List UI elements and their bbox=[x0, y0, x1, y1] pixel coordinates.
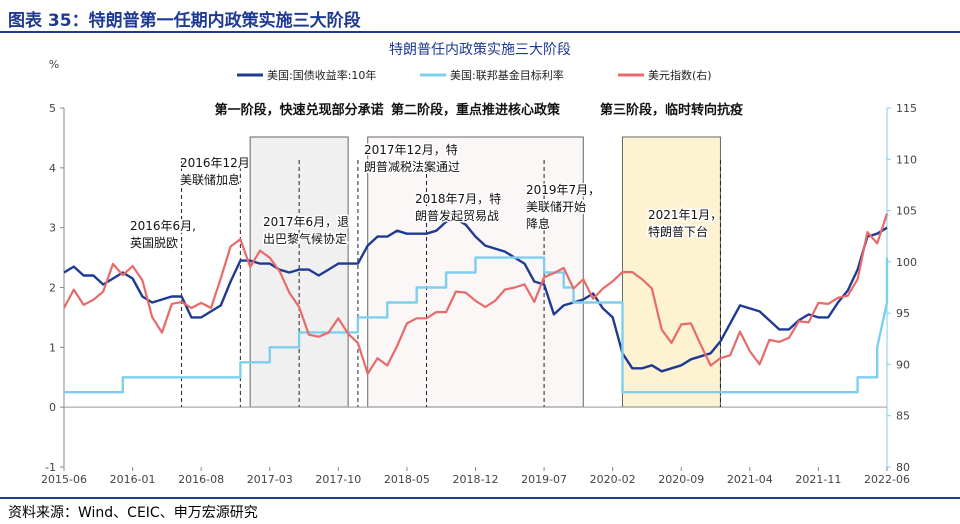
left-tick-label: -1 bbox=[45, 461, 56, 474]
right-tick-label: 90 bbox=[896, 358, 910, 371]
event-label: 2018年7月，特 bbox=[415, 191, 501, 206]
x-tick-label: 2016-01 bbox=[110, 473, 156, 486]
left-tick-label: 2 bbox=[49, 282, 56, 295]
legend-label: 美元指数(右) bbox=[648, 68, 712, 82]
chart-series bbox=[63, 213, 889, 394]
x-tick-label: 2018-12 bbox=[453, 473, 499, 486]
left-axis-unit: % bbox=[49, 58, 59, 71]
event-label: 出巴黎气候协定 bbox=[263, 231, 347, 246]
chart-legend: 美国:国债收益率:10年 美国:联邦基金目标利率 美元指数(右) bbox=[237, 68, 712, 82]
header-rule bbox=[0, 31, 960, 33]
phase-box bbox=[621, 136, 721, 408]
left-tick-label: 4 bbox=[49, 162, 56, 175]
series-line bbox=[64, 256, 889, 394]
left-tick-label: 5 bbox=[49, 102, 56, 115]
event-label: 2019年7月， bbox=[526, 183, 600, 197]
right-tick-label: 80 bbox=[896, 461, 910, 474]
right-tick-label: 95 bbox=[896, 307, 910, 320]
chart-axes: -1 0 1 2 3 4 5 80 85 90 95 100 105 110 115 2015-06 2016-… bbox=[41, 102, 917, 486]
x-tick-label: 2019-07 bbox=[521, 473, 567, 486]
event-label: 朗普发起贸易战 bbox=[415, 208, 499, 223]
series-line bbox=[63, 217, 888, 373]
x-tick-label: 2015-06 bbox=[41, 473, 87, 486]
event-label: 2017年12月，特 bbox=[364, 142, 458, 157]
event-label: 英国脱欧 bbox=[130, 235, 178, 250]
figure-title: 图表 35：特朗普第一任期内政策实施三大阶段 bbox=[8, 11, 361, 31]
right-tick-label: 110 bbox=[896, 153, 917, 166]
x-tick-label: 2017-03 bbox=[247, 473, 293, 486]
right-tick-label: 105 bbox=[896, 205, 917, 218]
event-label: 特朗普下台 bbox=[648, 224, 708, 239]
event-label: 2016年12月 bbox=[180, 156, 250, 170]
right-tick-label: 115 bbox=[896, 102, 917, 115]
legend-label: 美国:联邦基金目标利率 bbox=[450, 68, 564, 82]
event-label: 美联储开始 bbox=[526, 199, 586, 214]
x-tick-label: 2020-02 bbox=[590, 473, 636, 486]
left-tick-label: 1 bbox=[49, 341, 56, 354]
x-tick-label: 2018-05 bbox=[384, 473, 430, 486]
figure-header: 图表 35：特朗普第一任期内政策实施三大阶段 bbox=[0, 0, 960, 34]
phase-label: 第二阶段，重点推进核心政策 bbox=[391, 102, 561, 118]
footer-rule bbox=[0, 497, 960, 499]
event-label: 2016年6月, bbox=[130, 219, 196, 233]
event-label: 降息 bbox=[526, 216, 550, 231]
event-label: 朗普减税法案通过 bbox=[364, 159, 460, 174]
event-label: 2021年1月， bbox=[648, 208, 722, 222]
event-label: 美联储加息 bbox=[180, 172, 240, 187]
series-line bbox=[63, 213, 889, 375]
left-tick-label: 3 bbox=[49, 222, 56, 235]
x-tick-label: 2016-08 bbox=[178, 473, 224, 486]
phase-label: 第三阶段，临时转向抗疫 bbox=[600, 102, 743, 118]
left-tick-label: 0 bbox=[49, 401, 56, 414]
right-tick-label: 85 bbox=[896, 410, 910, 423]
source-note: 资料来源：Wind、CEIC、申万宏源研究 bbox=[8, 505, 258, 521]
event-label: 2017年6月，退 bbox=[263, 215, 349, 229]
chart-title: 特朗普任内政策实施三大阶段 bbox=[389, 41, 571, 58]
x-tick-label: 2021-04 bbox=[727, 473, 773, 486]
phase-boxes: 第一阶段，快速兑现部分承诺 第二阶段，重点推进核心政策 第三阶段，临时转向抗疫 bbox=[215, 102, 743, 408]
x-tick-label: 2022-06 bbox=[864, 473, 910, 486]
legend-label: 美国:国债收益率:10年 bbox=[267, 68, 376, 82]
right-tick-label: 100 bbox=[896, 256, 917, 269]
x-tick-label: 2017-10 bbox=[315, 473, 361, 486]
x-tick-label: 2021-11 bbox=[795, 473, 841, 486]
x-tick-label: 2020-09 bbox=[658, 473, 704, 486]
phase-label: 第一阶段，快速兑现部分承诺 bbox=[215, 102, 384, 118]
